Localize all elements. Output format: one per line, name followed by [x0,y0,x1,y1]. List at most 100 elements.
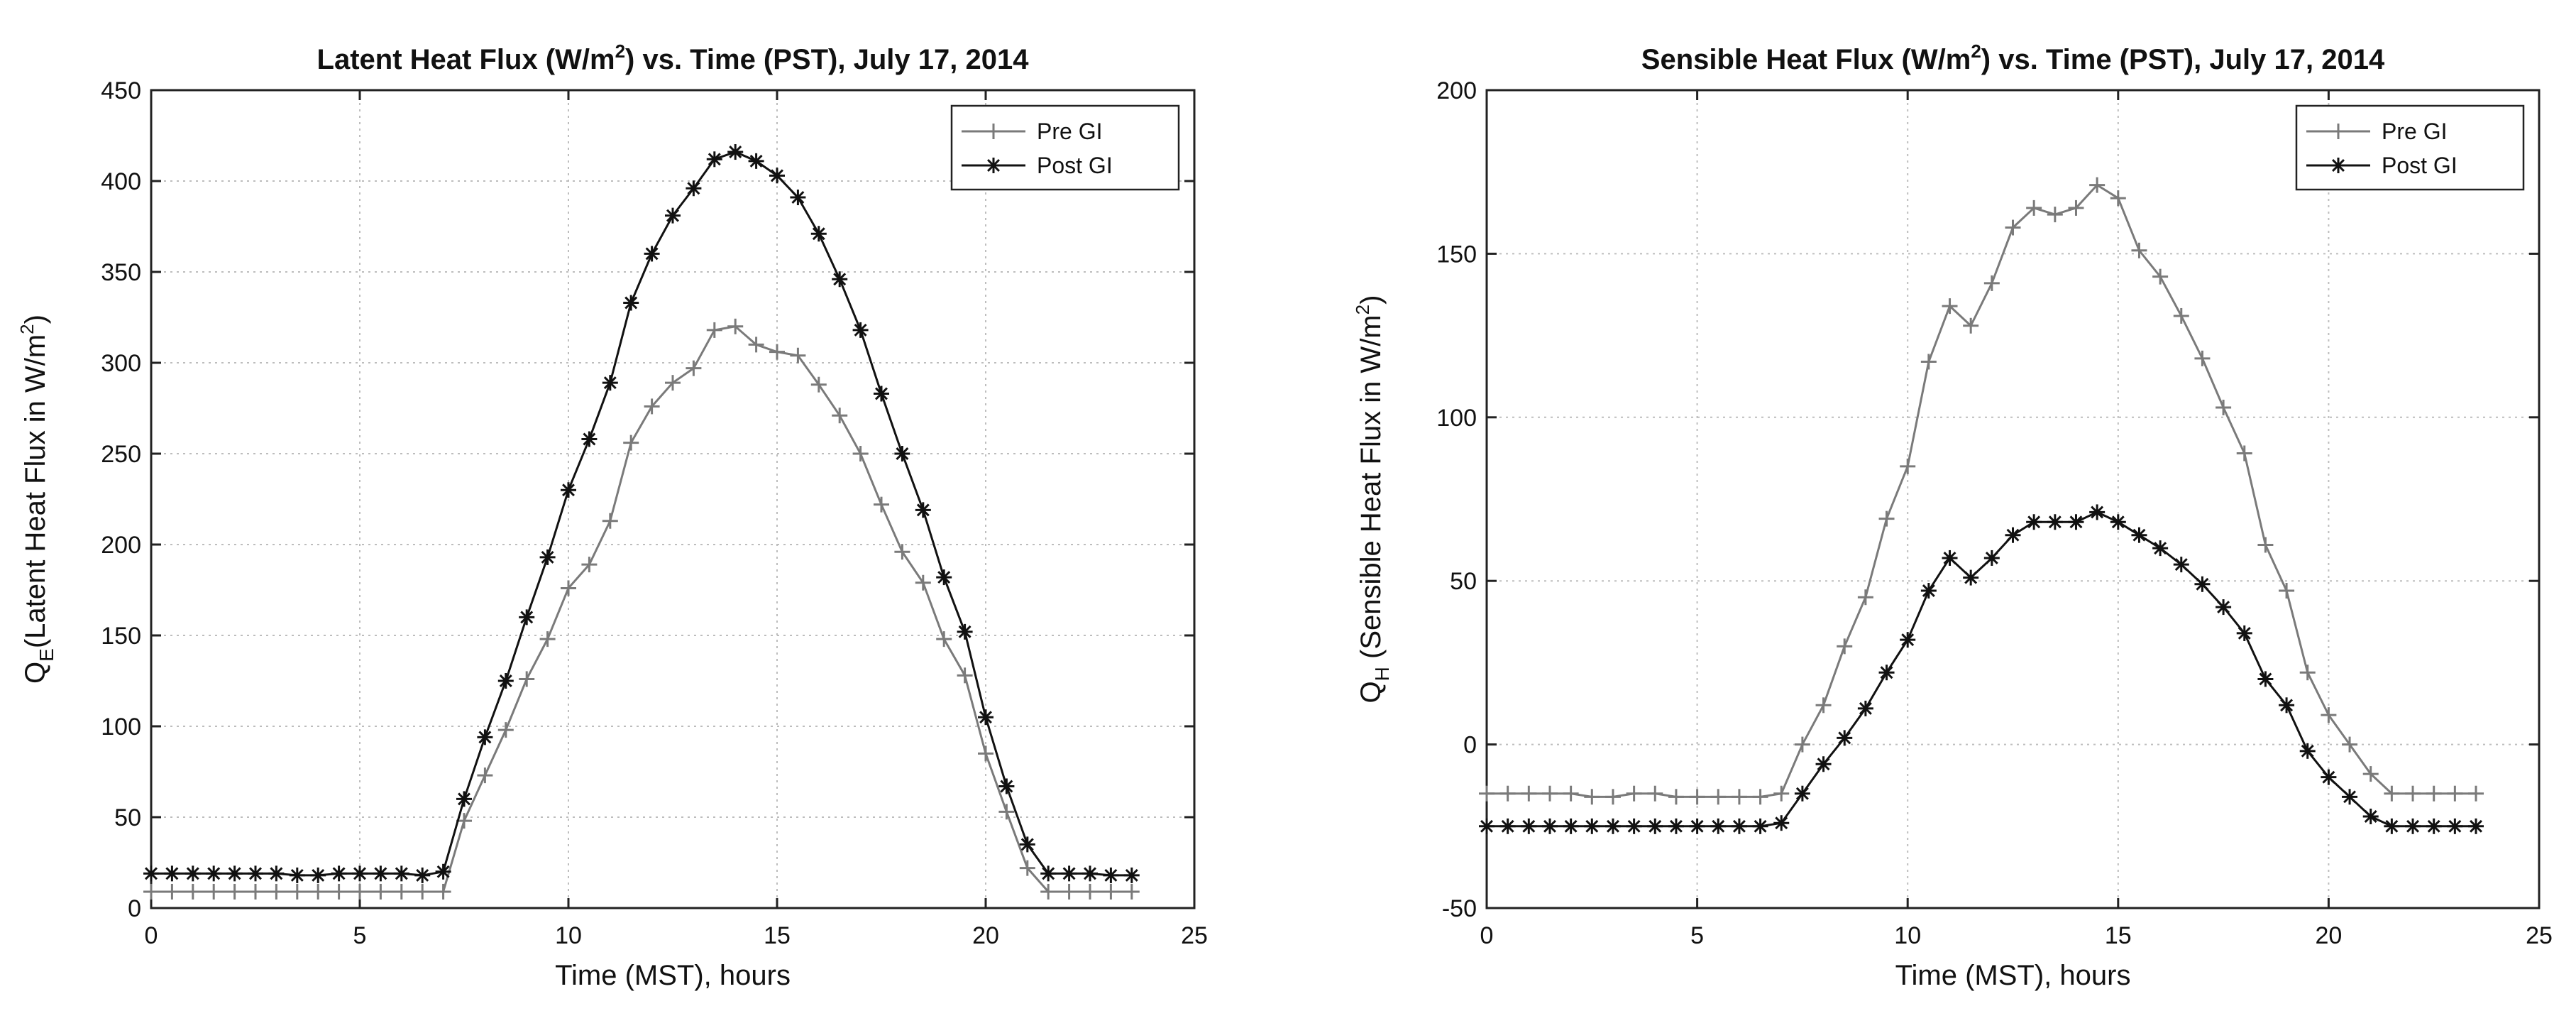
y-tick-label: -50 [1442,895,1477,922]
x-tick-label: 5 [353,922,367,949]
latent-heat-chart: 0 5 10 15 20 25050100150200250300350400450Pre… [16,40,1208,991]
data-point [2405,785,2421,802]
data-point [2362,808,2379,824]
y-tick-label: 150 [101,623,141,650]
data-point [748,153,764,169]
data-point [706,151,722,168]
data-point [957,667,973,684]
data-point [414,867,431,883]
x-tick-label: 25 [1181,922,1208,949]
x-tick-label: 10 [1894,922,1921,949]
data-point [727,318,744,334]
x-tick-label: 0 [1480,922,1494,949]
data-point [1837,730,1853,746]
data-point [1983,275,2000,291]
plot-frame [1485,89,2541,909]
data-point [2216,599,2232,616]
legend: Pre GI Post GI [950,104,1180,191]
data-point [2279,583,2295,599]
data-point [2216,399,2232,415]
data-point [1584,789,1600,805]
data-point [1878,510,1895,527]
legend-marker [2330,124,2346,139]
data-point [310,883,326,900]
y-tick-label: 300 [101,350,141,377]
data-point [998,804,1015,820]
y-tick-label: 400 [101,168,141,195]
data-point [936,631,952,647]
data-point [2257,671,2274,687]
data-point [581,431,598,447]
data-point [1626,818,1642,834]
data-point [1752,818,1768,834]
data-point [331,883,347,900]
data-point [414,883,431,900]
data-point [894,544,910,560]
x-tick-label: 20 [972,922,999,949]
data-point [2173,557,2189,573]
data-point [2384,785,2400,802]
data-point [998,778,1015,794]
data-point [2342,789,2358,805]
series-line [151,151,1132,877]
data-point [2026,514,2042,530]
data-point [978,709,993,726]
data-point [268,883,285,900]
plot-frame [150,89,1196,909]
data-point [519,671,535,687]
data-point [248,865,263,882]
series-post-gi [1479,504,2484,834]
data-point [2131,527,2147,543]
data-point [2005,219,2021,236]
data-point [623,295,639,311]
data-point [915,574,931,591]
data-point [1963,317,1979,334]
data-point [1479,818,1495,834]
data-point [2110,514,2126,530]
data-point [2299,665,2316,681]
data-point [1563,818,1579,834]
data-point [1900,458,1916,474]
data-point [957,623,973,640]
data-point [748,337,764,353]
data-point [810,226,827,242]
data-point [477,767,493,784]
series-line [1487,183,2477,798]
data-point [1794,785,1810,802]
legend-marker [2330,158,2346,173]
data-point [1061,865,1077,882]
data-point [2047,514,2063,530]
data-point [519,609,535,625]
data-point [2236,625,2252,641]
data-point [2342,736,2358,753]
data-point [373,883,389,900]
data-point [1920,583,1937,599]
data-point [769,344,785,360]
data-point [602,513,618,529]
data-point [2362,766,2379,782]
x-axis-label: Time (MST), hours [555,960,791,991]
data-point [539,549,556,565]
data-point [1103,883,1119,900]
data-point [561,580,576,596]
data-point [852,446,869,461]
data-point [1521,785,1537,802]
y-tick-label: 50 [1450,568,1477,595]
grid-lines [151,90,1194,908]
data-point [2068,514,2084,530]
data-point [226,865,243,882]
y-tick-label: 200 [101,532,141,559]
data-point [206,865,222,882]
x-tick-label: 15 [2105,922,2132,949]
data-point [2384,818,2400,834]
data-point [894,446,910,461]
data-point [310,867,326,883]
data-point [373,865,389,882]
data-point [1983,550,2000,566]
data-point [644,398,660,415]
data-point [581,557,598,573]
data-point [1942,550,1958,566]
data-point [352,883,368,900]
data-point [978,745,993,762]
data-point [1668,818,1684,834]
